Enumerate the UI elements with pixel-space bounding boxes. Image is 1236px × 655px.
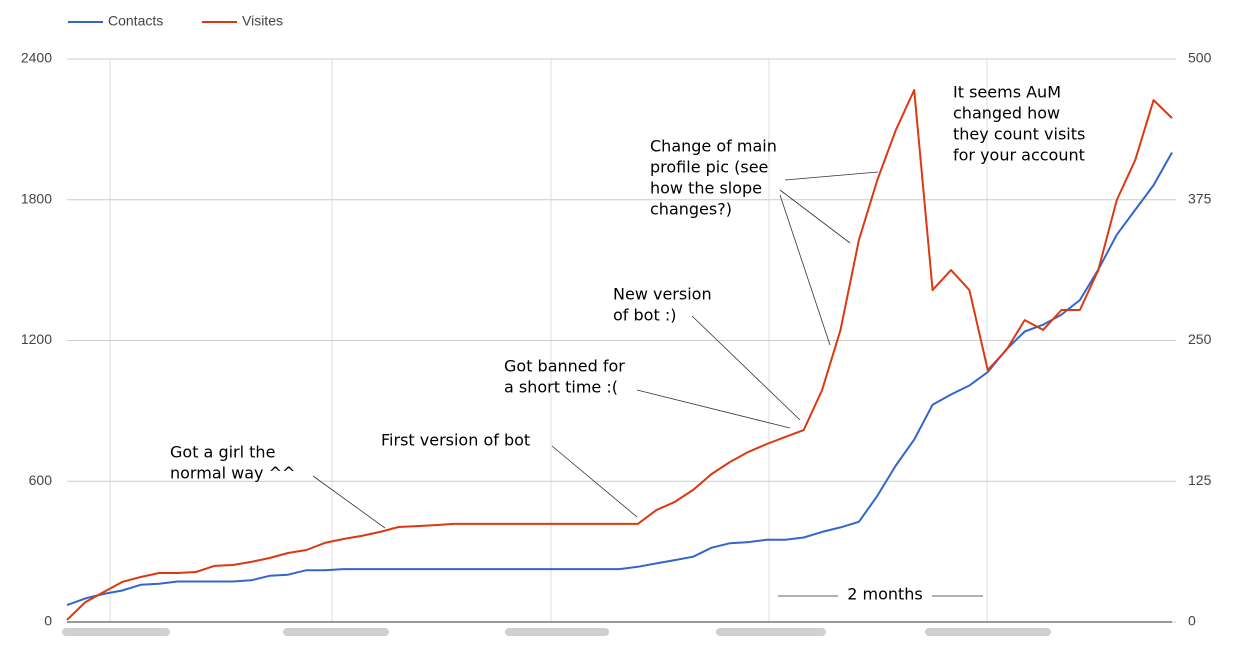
series-line	[66, 152, 1173, 607]
annotation: changed how	[953, 104, 1060, 123]
annotation: profile pic (see	[650, 158, 768, 177]
annotation: First version of bot	[381, 431, 530, 450]
blurred-x-labels	[62, 628, 1051, 636]
y2-tick-label: 375	[1188, 190, 1212, 206]
y2-tick-label: 125	[1188, 472, 1212, 488]
annotation: for your account	[953, 146, 1085, 165]
blurred-label	[716, 628, 826, 636]
series-line	[66, 89, 1173, 621]
annotation-leader	[779, 189, 851, 244]
y2-tick-label: 0	[1188, 613, 1196, 629]
annotation: they count visits	[953, 125, 1085, 144]
annotation: Got a girl the	[170, 443, 275, 462]
annotation: how the slope	[650, 179, 762, 198]
annotation: changes?)	[650, 200, 732, 219]
annotation-leader	[784, 171, 879, 181]
y2-tick-label: 250	[1188, 331, 1212, 347]
blurred-label	[505, 628, 609, 636]
blurred-label	[925, 628, 1051, 636]
annotation: normal way ^^	[170, 464, 295, 483]
y-tick-label: 1800	[21, 190, 52, 206]
annotation: 2 months	[847, 585, 923, 604]
legend-label: Contacts	[108, 13, 163, 29]
annotation: It seems AuM	[953, 83, 1061, 102]
y-tick-label: 600	[29, 472, 53, 488]
blurred-label	[283, 628, 389, 636]
annotation-leader	[551, 445, 638, 518]
annotation-leader	[691, 315, 801, 421]
y-tick-label: 0	[44, 613, 52, 629]
y-tick-label: 2400	[21, 50, 52, 66]
annotation: Got banned for	[504, 357, 625, 376]
annotation-leader	[636, 389, 791, 429]
annotation: a short time :(	[504, 378, 618, 397]
annotation: of bot :)	[613, 306, 676, 325]
annotation: New version	[613, 285, 712, 304]
annotation-leader	[312, 475, 386, 529]
legend-label: Visites	[242, 13, 283, 29]
annotation-leader	[779, 194, 831, 346]
y-tick-label: 1200	[21, 331, 52, 347]
blurred-label	[62, 628, 170, 636]
annotation: Change of main	[650, 137, 777, 156]
y2-tick-label: 500	[1188, 50, 1212, 66]
